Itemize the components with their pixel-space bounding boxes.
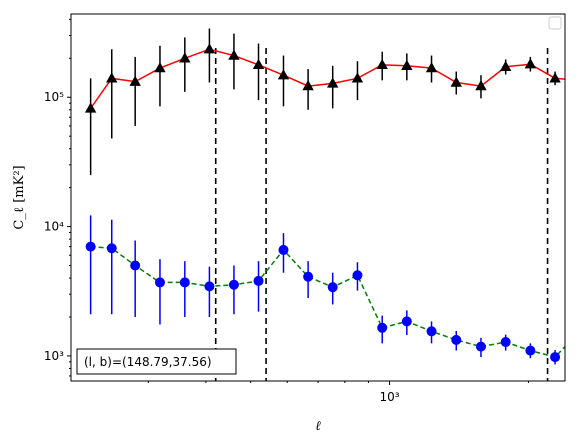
series-0-point-14	[425, 62, 438, 73]
series-0-point-7	[252, 58, 265, 70]
series-1	[85, 215, 580, 365]
series-1-point-9	[303, 271, 314, 282]
series-1-point-8	[278, 244, 289, 255]
plot-frame	[70, 13, 566, 382]
series-0-point-3	[154, 62, 166, 73]
series-1-point-12	[377, 322, 388, 333]
series-0-point-18	[524, 58, 537, 69]
series-1-point-14	[426, 326, 437, 337]
y-axis-label: C_ℓ [mK²]	[12, 165, 27, 229]
series-1-point-2	[130, 260, 141, 271]
y-tick-label-1: 10⁴	[44, 220, 64, 234]
series-1-point-19	[550, 352, 561, 363]
series-1-point-11	[352, 270, 363, 281]
series-1-point-16	[475, 341, 486, 352]
series-0-point-12	[376, 58, 388, 70]
series-0-point-10	[327, 77, 339, 88]
series-0-point-1	[106, 72, 118, 83]
series-1-point-17	[500, 337, 511, 348]
annotation-box	[76, 348, 237, 375]
series-1-point-0	[85, 241, 96, 252]
series-0-point-19	[549, 72, 561, 83]
series-1-point-6	[228, 279, 239, 290]
series-1-point-1	[106, 243, 117, 254]
series-0-line	[90, 48, 565, 109]
series-0-point-8	[277, 69, 290, 80]
series-1-point-4	[179, 277, 190, 288]
series-1-point-10	[327, 282, 338, 293]
y-tick-label-0: 10³	[44, 349, 64, 363]
series-0-point-13	[401, 59, 413, 70]
series-1-point-18	[525, 345, 536, 356]
series-0-point-6	[228, 49, 240, 60]
series-0-point-0	[84, 102, 97, 113]
series-0-point-17	[499, 60, 512, 71]
axis-ticks: 10³ 10⁴ 10⁵ 10³	[44, 18, 529, 404]
series-1-point-5	[204, 281, 215, 292]
x-tick-label-0: 10³	[380, 390, 400, 404]
legend-box	[548, 16, 562, 30]
series-1-point-7	[253, 275, 264, 286]
annotation-text: (l, b)=(148.79,37.56)	[84, 355, 212, 369]
annotation: (l, b)=(148.79,37.56)	[76, 348, 237, 375]
series-1-point-13	[401, 316, 412, 327]
series-0	[84, 28, 580, 176]
series-0-point-4	[179, 52, 191, 63]
plot-area	[84, 28, 580, 381]
x-axis-label: ℓ	[315, 419, 321, 434]
series-0-point-16	[475, 80, 487, 91]
series-0-point-5	[203, 43, 216, 54]
series-1-point-20	[575, 326, 580, 336]
series-0-point-15	[450, 76, 462, 87]
y-tick-label-2: 10⁵	[44, 90, 64, 104]
series-0-point-11	[351, 72, 364, 83]
series-0-point-20	[574, 74, 580, 84]
series-1-point-3	[154, 277, 165, 288]
series-1-point-15	[451, 334, 462, 345]
series-0-point-9	[302, 80, 314, 91]
series-0-point-2	[129, 75, 141, 86]
legend	[548, 16, 562, 30]
